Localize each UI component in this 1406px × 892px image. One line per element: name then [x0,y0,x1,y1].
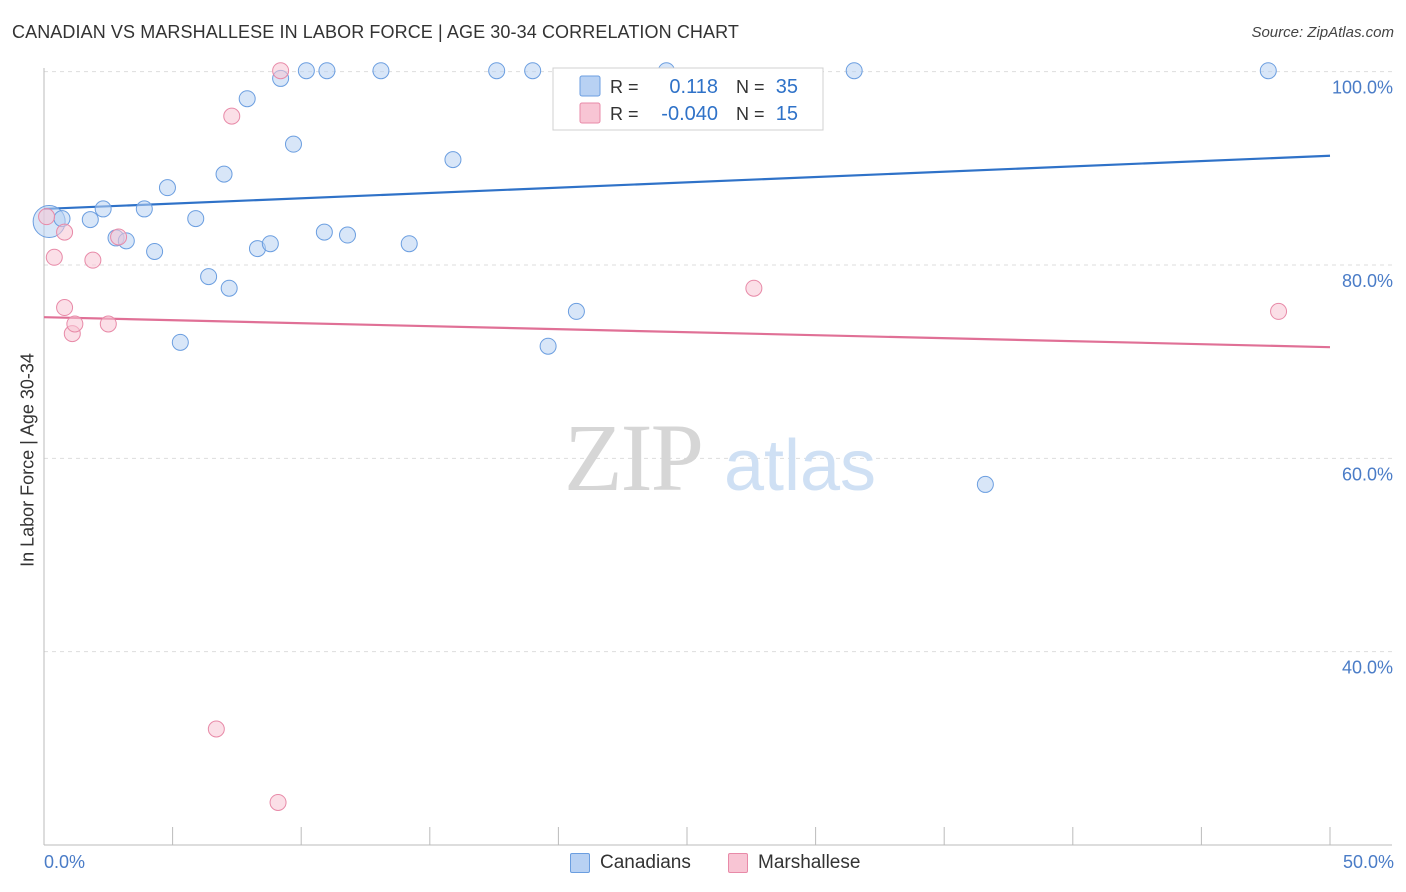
bottom-legend-label-canadians: Canadians [600,852,691,873]
point-canadians-33 [1259,62,1277,80]
point-marshallese-5 [66,315,84,333]
point-canadians-12 [215,165,233,183]
chart-title: CANADIAN VS MARSHALLESE IN LABOR FORCE |… [12,22,739,42]
point-canadians-32 [976,475,994,493]
legend-n-label-canadians: N = [736,77,765,97]
point-canadians-2 [81,211,99,229]
point-canadians-25 [444,151,462,169]
point-marshallese-11 [269,793,287,811]
legend-r-value-canadians: 0.118 [669,76,718,98]
point-canadians-22 [338,226,356,244]
legend-swatch-marshallese [579,102,601,124]
grid-layer [44,71,1392,653]
trend-line-canadians [43,154,1331,211]
point-canadians-6 [135,200,153,218]
x-axis-min-label: 0.0% [44,852,86,872]
bottom-legend-item-canadians[interactable]: Canadians [570,852,691,874]
point-canadians-8 [158,179,176,197]
point-marshallese-6 [84,251,102,269]
bottom-legend-swatch-canadians [570,853,590,873]
y-tick-labels: 100.0% 80.0% 60.0% 40.0% [1332,78,1393,678]
point-canadians-9 [171,333,189,351]
point-marshallese-14 [1270,302,1288,320]
point-canadians-18 [284,135,302,153]
point-canadians-21 [318,62,336,80]
y-tick-label-2: 60.0% [1342,464,1393,484]
source-label: Source: ZipAtlas.com [1251,24,1394,41]
point-marshallese-1 [45,248,63,266]
bottom-legend-item-marshallese[interactable]: Marshallese [728,852,860,874]
point-marshallese-7 [99,315,117,333]
trend-layer [43,154,1331,349]
bottom-legend-swatch-marshallese [728,853,748,873]
y-axis-title: In Labor Force | Age 30-34 [17,353,38,567]
bottom-legend-label-marshallese: Marshallese [758,852,861,873]
point-canadians-23 [372,62,390,80]
legend-n-value-marshallese: 15 [776,103,798,125]
point-canadians-14 [238,90,256,108]
legend-r-label-canadians: R = [610,77,639,97]
legend-r-label-marshallese: R = [610,104,639,124]
trend-line-marshallese [43,316,1331,349]
point-canadians-13 [220,279,238,297]
stats-legend: R = 0.118 N = 35 R = -0.040 N = 15 [552,67,824,131]
point-marshallese-9 [207,720,225,738]
point-canadians-20 [315,223,333,241]
point-canadians-10 [187,210,205,228]
point-marshallese-10 [223,107,241,125]
legend-swatch-canadians [579,75,601,97]
y-tick-label-3: 40.0% [1342,658,1393,678]
point-canadians-24 [400,235,418,253]
legend-n-value-canadians: 35 [776,76,798,98]
bottom-legend: Canadians Marshallese [0,850,1406,878]
points-layer [32,62,1288,811]
point-canadians-19 [297,62,315,80]
point-canadians-3 [94,200,112,218]
point-canadians-7 [146,242,164,260]
point-canadians-31 [845,62,863,80]
point-marshallese-13 [745,279,763,297]
point-canadians-26 [488,62,506,80]
legend-r-value-marshallese: -0.040 [661,103,718,125]
point-marshallese-2 [56,299,74,317]
point-marshallese-12 [272,62,290,80]
point-marshallese-8 [110,228,128,246]
watermark: ZIP atlas [564,404,876,511]
y-tick-label-0: 100.0% [1332,78,1393,98]
x-axis-max-label: 50.0% [1342,852,1394,872]
point-canadians-27 [524,62,542,80]
point-marshallese-0 [38,208,56,226]
point-canadians-29 [567,302,585,320]
point-canadians-28 [539,337,557,355]
y-tick-label-1: 80.0% [1342,271,1393,291]
point-canadians-11 [200,268,218,286]
point-marshallese-3 [56,223,74,241]
point-canadians-16 [261,235,279,253]
axis-layer [43,68,1392,846]
watermark-atlas: atlas [724,426,876,506]
legend-n-label-marshallese: N = [736,104,765,124]
watermark-zip: ZIP [564,404,702,511]
